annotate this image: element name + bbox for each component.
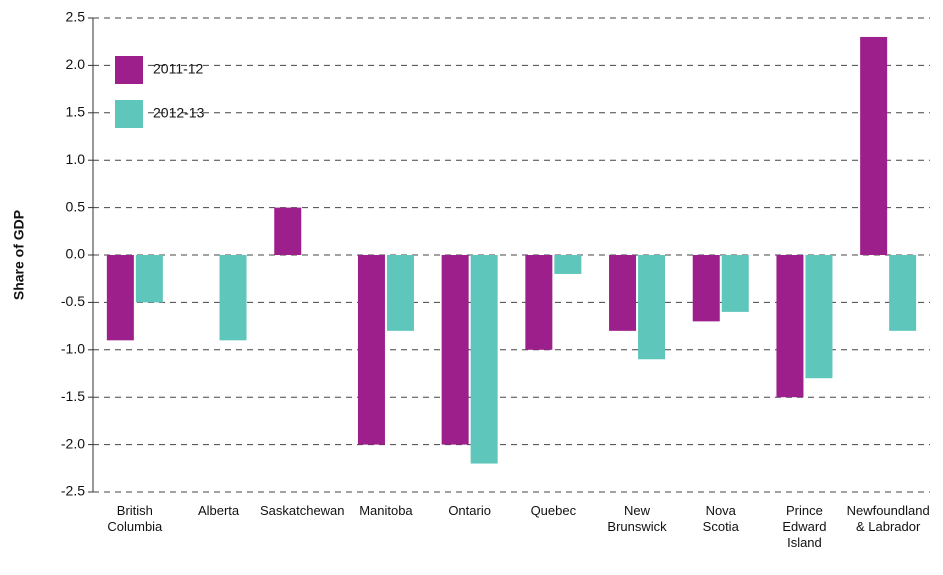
x-tick-label: Quebec	[530, 503, 577, 518]
x-tick-label: Saskatchewan	[259, 503, 345, 518]
legend-label: 2012-13	[153, 105, 205, 121]
y-tick-label: -2.5	[61, 483, 85, 499]
bar	[525, 255, 553, 350]
y-tick-label: -0.5	[61, 293, 85, 309]
legend-label: 2011-12	[153, 61, 204, 77]
bar	[721, 255, 749, 312]
bar	[274, 207, 302, 255]
bar	[135, 255, 163, 303]
bar	[889, 255, 917, 331]
x-tick-label: New Brunswick	[607, 503, 667, 534]
x-tick-label: Ontario	[448, 503, 491, 518]
y-tick-label: -1.5	[61, 388, 85, 404]
legend-swatch	[115, 100, 143, 128]
bar	[805, 255, 833, 379]
y-tick-label: 2.0	[66, 56, 86, 72]
bar	[609, 255, 637, 331]
x-tick-label: Alberta	[197, 503, 240, 518]
y-tick-label: 1.0	[66, 151, 86, 167]
bar	[106, 255, 134, 341]
bar	[219, 255, 247, 341]
bar	[776, 255, 804, 398]
y-tick-label: -1.0	[61, 341, 85, 357]
y-tick-label: 1.5	[66, 104, 86, 120]
bar	[441, 255, 469, 445]
bar	[386, 255, 414, 331]
x-tick-label: Manitoba	[359, 503, 413, 518]
x-tick-label: Prince Edward Island	[782, 503, 827, 550]
y-tick-label: 0.0	[66, 246, 86, 262]
bar	[357, 255, 385, 445]
y-axis-label: Share of GDP	[11, 210, 27, 300]
y-tick-label: -2.0	[61, 435, 85, 451]
bar	[692, 255, 720, 322]
x-tick-label: British Columbia	[107, 503, 163, 534]
y-tick-label: 0.5	[66, 198, 86, 214]
y-tick-label: 2.5	[66, 9, 86, 25]
bar	[470, 255, 498, 464]
x-tick-label: Nova Scotia	[702, 503, 739, 534]
bar	[638, 255, 666, 360]
bar	[554, 255, 582, 274]
bar	[860, 36, 888, 256]
x-tick-label: Newfoundland & Labrador	[846, 503, 930, 534]
legend-swatch	[115, 56, 143, 84]
